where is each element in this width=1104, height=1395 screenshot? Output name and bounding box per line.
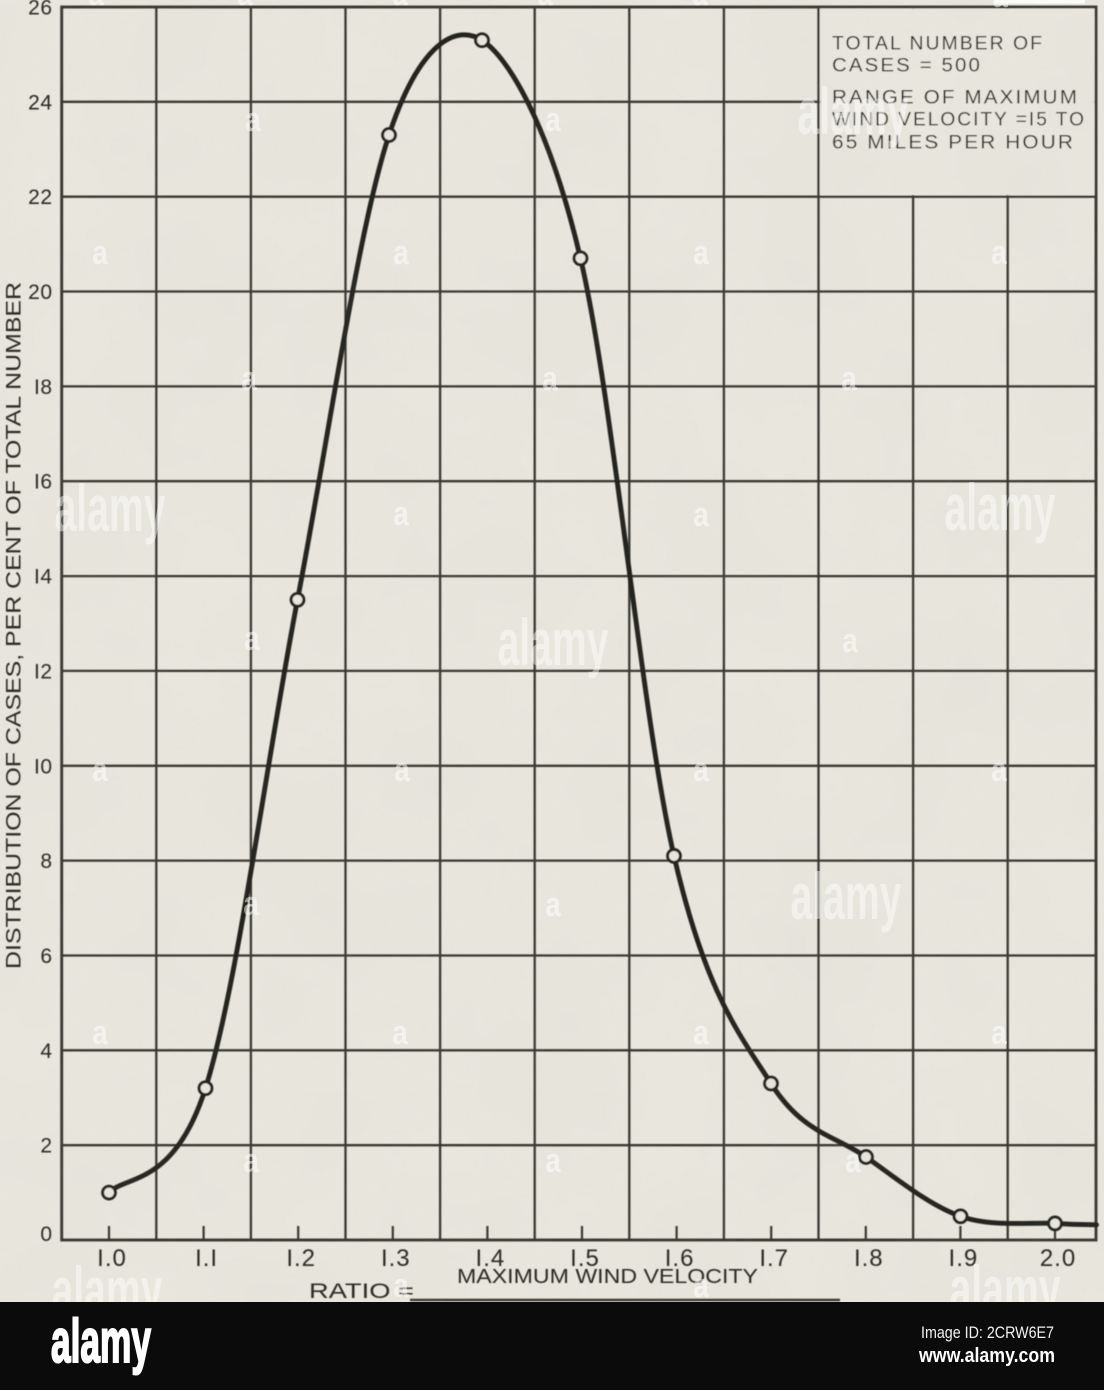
- svg-text:a: a: [243, 885, 259, 923]
- svg-text:a: a: [244, 620, 260, 658]
- svg-text:a: a: [92, 234, 108, 272]
- svg-text:a: a: [88, 0, 104, 13]
- svg-text:alamy: alamy: [498, 605, 609, 679]
- svg-text:Image ID: 2CRW6E7: Image ID: 2CRW6E7: [921, 1323, 1054, 1342]
- svg-text:alamy: alamy: [798, 74, 909, 148]
- svg-text:a: a: [845, 1142, 861, 1180]
- svg-text:a: a: [237, 0, 253, 13]
- svg-text:alamy: alamy: [945, 470, 1056, 544]
- svg-text:www.alamy.com: www.alamy.com: [918, 1345, 1055, 1367]
- svg-text:a: a: [693, 751, 709, 789]
- svg-text:a: a: [537, 0, 553, 13]
- svg-text:a: a: [92, 751, 108, 789]
- svg-text:a: a: [992, 0, 1008, 15]
- svg-text:a: a: [243, 1142, 259, 1180]
- svg-text:a: a: [693, 1267, 709, 1305]
- svg-text:alamy: alamy: [791, 859, 902, 933]
- svg-text:a: a: [693, 1014, 709, 1052]
- svg-text:a: a: [393, 1267, 409, 1305]
- svg-text:a: a: [692, 0, 708, 13]
- svg-text:a: a: [393, 234, 409, 272]
- svg-text:a: a: [545, 1142, 561, 1180]
- svg-text:a: a: [991, 1014, 1007, 1052]
- svg-text:a: a: [92, 1014, 108, 1052]
- svg-text:a: a: [241, 360, 257, 398]
- svg-text:a: a: [392, 1014, 408, 1052]
- svg-text:a: a: [245, 101, 261, 139]
- svg-text:a: a: [841, 360, 857, 398]
- svg-text:a: a: [991, 751, 1007, 789]
- svg-text:a: a: [542, 360, 558, 398]
- svg-text:alamy: alamy: [55, 471, 166, 545]
- svg-text:a: a: [693, 496, 709, 534]
- svg-text:a: a: [392, 0, 408, 13]
- svg-text:a: a: [693, 234, 709, 272]
- svg-text:a: a: [991, 234, 1007, 272]
- svg-text:alamy: alamy: [51, 1307, 151, 1375]
- svg-text:a: a: [545, 886, 561, 924]
- svg-text:a: a: [393, 495, 409, 533]
- svg-text:a: a: [842, 622, 858, 660]
- svg-text:a: a: [394, 751, 410, 789]
- svg-text:a: a: [545, 101, 561, 139]
